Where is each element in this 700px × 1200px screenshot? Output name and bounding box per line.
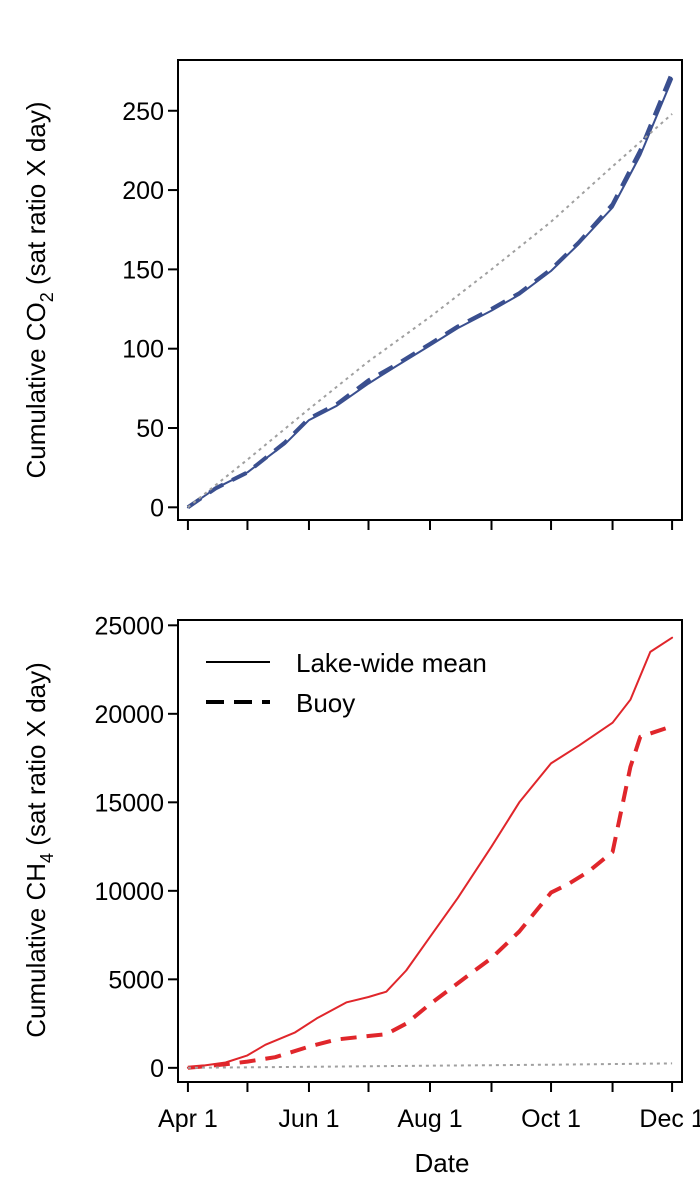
y-axis-label-subscript: 4: [37, 853, 57, 863]
series-line-dashed: [187, 724, 673, 1070]
y-axis-label-units: (sat ratio X day): [21, 662, 51, 853]
plot-frame: [177, 59, 683, 521]
y-tick-label: 25000: [94, 612, 164, 640]
co2-panel: 0 50 100 150 200 250 Cumulative CO2 (sat ratio…: [21, 59, 683, 530]
x-tick-label: Jun 1: [278, 1105, 339, 1133]
x-tick-label: Apr 1: [158, 1105, 218, 1133]
x-tick-label: Dec 1: [639, 1105, 700, 1133]
y-tick-label: 0: [150, 1055, 164, 1083]
y-tick-label: 15000: [94, 789, 164, 817]
x-tick-label: Oct 1: [521, 1105, 581, 1133]
series-line-solid: [186, 636, 674, 1069]
legend-label: Buoy: [296, 688, 355, 718]
legend: Lake-wide mean Buoy: [206, 648, 487, 718]
y-tick-label: 50: [136, 415, 164, 443]
y-axis-label-main: Cumulative CO: [21, 302, 51, 478]
y-tick-label: 10000: [94, 878, 164, 906]
series-line-dotted: [187, 113, 673, 509]
x-tick-label: Aug 1: [397, 1105, 462, 1133]
y-axis-label-main: Cumulative CH: [21, 863, 51, 1038]
series-line-dashed: [186, 71, 674, 509]
series-line-dotted: [187, 1062, 673, 1069]
y-tick-label: 5000: [108, 966, 164, 994]
y-tick-label: 0: [150, 494, 164, 522]
legend-label: Lake-wide mean: [296, 648, 487, 678]
series-line-solid: [186, 78, 674, 509]
plot-frame: [177, 619, 683, 1083]
y-tick-label: 20000: [94, 701, 164, 729]
y-tick-label: 200: [122, 177, 164, 205]
y-axis-label: Cumulative CH4 (sat ratio X day): [21, 662, 57, 1038]
y-tick-label: 150: [122, 256, 164, 284]
x-axis-label: Date: [415, 1148, 470, 1178]
y-axis-label-units: (sat ratio X day): [21, 101, 51, 292]
y-tick-label: 100: [122, 336, 164, 364]
y-axis-label-subscript: 2: [37, 292, 57, 302]
y-axis-label: Cumulative CO2 (sat ratio X day): [21, 101, 57, 478]
ch4-panel: 0 5000 10000 15000 20000 25000 Apr 1 Jun 1 Aug 1…: [21, 612, 700, 1178]
y-tick-label: 250: [122, 98, 164, 126]
